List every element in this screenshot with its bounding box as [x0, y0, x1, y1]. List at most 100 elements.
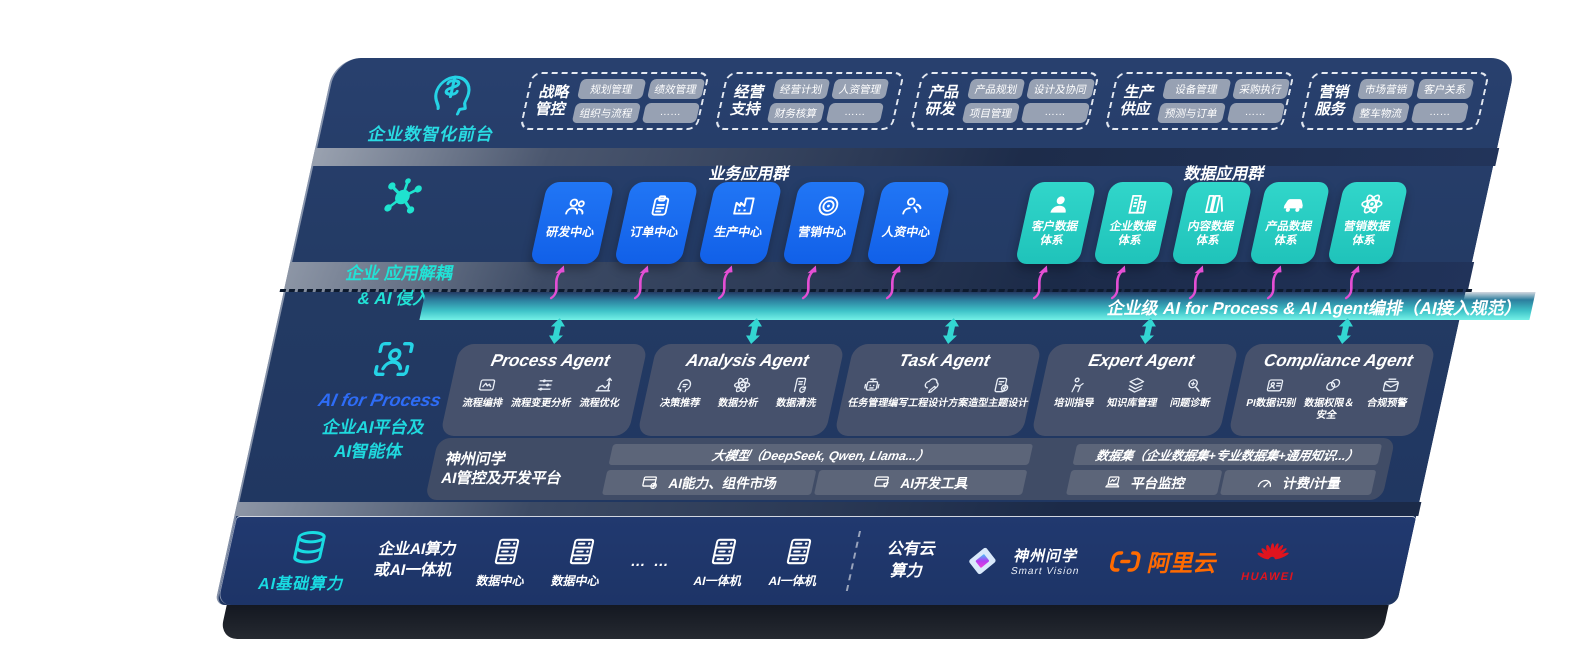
marketing-atom-icon: [1356, 191, 1388, 217]
tile-label: 人资中心: [880, 225, 932, 239]
cell-label: AI开发工具: [899, 476, 970, 491]
product-car-icon: [1278, 191, 1310, 217]
server-icon: [704, 534, 745, 569]
training-icon: [1066, 375, 1090, 395]
infra-label: AI基础算力: [256, 576, 347, 593]
group-strategy: 战略 管控 规划管理 绩效管理 组织与流程 ……: [519, 72, 710, 130]
tile-hr-center: 人资中心: [865, 182, 951, 264]
server-label: 数据中心: [475, 573, 527, 588]
billing-gauge-icon: [1253, 473, 1276, 492]
huawei-name: HUAWEI: [1239, 570, 1296, 583]
agent-item-label: 培训指导: [1052, 398, 1096, 409]
tile-label: 生产中心: [712, 225, 764, 239]
group-title: 营销 服务: [1313, 83, 1352, 118]
devtools-cell: AI开发工具: [813, 469, 1028, 495]
smart-vision-sub: Smart Vision: [1009, 566, 1081, 577]
capability-chip: 项目管理: [961, 103, 1021, 123]
agent-item-label: 流程变更分析: [509, 398, 573, 409]
ai-appliance-unit: AI一体机: [767, 534, 827, 589]
double-arrow-icon: [940, 318, 962, 344]
tile-label: 研发中心: [544, 225, 596, 239]
alicloud-bracket-icon: [1106, 549, 1145, 574]
server-label: 数据中心: [550, 573, 602, 588]
capability-chip: 采购执行: [1231, 79, 1290, 99]
order-clipboard-icon: [644, 193, 676, 219]
group-title: 生产 供应: [1118, 83, 1157, 118]
appliance-label: AI一体机: [767, 573, 819, 588]
optimize-chart-icon: [591, 375, 615, 395]
pi-idcard-icon: [1263, 375, 1287, 395]
layer-edge: [234, 502, 1422, 516]
agent-item-label: PI数据识别: [1245, 398, 1297, 409]
agent-item-label: 数据权限＆ 安全: [1302, 398, 1356, 421]
double-arrow-icon: [546, 318, 568, 344]
analysis-atom-icon: [730, 375, 754, 395]
ai-platform-box: 神州问学 AI管控及开发平台 大模型（DeepSeek, Qwen, Llama…: [424, 438, 1396, 500]
compliance-agent-box: Compliance Agent PI数据识别 数据权限＆ 安全 合规预警: [1227, 344, 1437, 436]
capability-chip: 客户关系: [1415, 79, 1475, 99]
agent-title: Analysis Agent: [684, 351, 811, 370]
monitor-cell: 平台监控: [1066, 469, 1223, 495]
tile-marketing-data: 营销数据 体系: [1326, 182, 1409, 264]
front-office-label: 企业数智化前台: [366, 125, 497, 144]
team-icon: [560, 193, 592, 219]
permission-rings-icon: [1321, 375, 1345, 395]
task-agent-box: Task Agent 任务管理 编写工程设计方案 造型主题设计: [833, 344, 1043, 436]
ai-appliance-unit: AI一体机: [692, 534, 752, 589]
agent-title: Expert Agent: [1086, 351, 1197, 370]
capability-chip: ……: [1226, 103, 1285, 123]
agent-item-label: 流程编排: [461, 398, 504, 409]
expert-agent-box: Expert Agent 培训指导 知识库管理 问题诊断: [1030, 344, 1240, 436]
cell-label: 平台监控: [1129, 476, 1187, 491]
capability-chip: 整车物流: [1351, 103, 1411, 123]
monitor-laptop-icon: [1101, 473, 1124, 492]
compute-database-icon: [282, 528, 337, 568]
ai-for-process-label: AI for Process: [316, 390, 444, 410]
capability-chip: 产品规划: [966, 79, 1026, 99]
factory-icon: [728, 193, 760, 219]
capability-chip: 财务核算: [766, 103, 826, 123]
target-icon: [812, 193, 844, 219]
capability-chip: 组织与流程: [571, 103, 641, 123]
flow-arrow-icon: [1106, 264, 1136, 300]
agent-title: Compliance Agent: [1262, 351, 1415, 370]
tile-label: 企业数据 体系: [1108, 221, 1158, 248]
agent-item-label: 数据清洗: [774, 398, 818, 409]
capability-chip: ……: [825, 103, 885, 123]
datacenter-unit: 数据中心: [550, 534, 610, 589]
server-icon: [562, 534, 603, 569]
main-panel: 企业数智化前台 企业 应用解耦 & AI 侵入 AI for Process 企…: [214, 58, 1536, 639]
tile-label: 订单中心: [628, 225, 680, 239]
flow-arrow-icon: [544, 264, 574, 300]
base-shadow: [219, 605, 1389, 639]
enterprise-compute-text: 企业AI算力 或AI一体机: [372, 541, 459, 579]
analysis-agent-box: Analysis Agent 决策推荐 数据分析 数据清洗: [636, 344, 846, 436]
tile-enterprise-data: 企业数据 体系: [1092, 182, 1175, 264]
business-flow-arrows: [522, 264, 933, 300]
tile-customer-data: 客户数据 体系: [1014, 182, 1097, 264]
agent-item-label: 问题诊断: [1168, 398, 1212, 409]
model-group: 大模型（DeepSeek, Qwen, Llama...） AI能力、组件市场 …: [602, 443, 1034, 495]
data-flow-arrows: [1007, 264, 1391, 300]
flow-arrow-icon: [1028, 264, 1058, 300]
tile-rd-center: 研发中心: [529, 182, 615, 264]
customer-icon: [1044, 191, 1076, 217]
tile-production-center: 生产中心: [697, 182, 783, 264]
dataset-bar: 数据集（企业数据集+专业数据集+通用知识...）: [1073, 443, 1383, 465]
flow-arrow-icon: [1262, 264, 1292, 300]
huawei-flower-icon: [1251, 540, 1294, 570]
agent-item-label: 流程优化: [578, 398, 621, 409]
devtools-window-icon: [871, 473, 894, 492]
front-office-groups: 战略 管控 规划管理 绩效管理 组织与流程 …… 经营 支持 经营计划 人资管理…: [519, 72, 1490, 130]
capability-chip: 预测与订单: [1156, 103, 1226, 123]
tile-label: 内容数据 体系: [1186, 221, 1236, 248]
agent-item-label: 造型主题设计: [966, 398, 1030, 409]
infrastructure-band: AI基础算力 企业AI算力 或AI一体机 数据中心 数据中心 … … AI一体机…: [216, 516, 1417, 605]
data-group-title: 数据应用群: [1182, 166, 1267, 183]
agent-item-label: 编写工程设计方案: [886, 398, 970, 409]
process-agent-box: Process Agent 流程编排 流程变更分析 流程优化: [439, 344, 649, 436]
agent-title: Process Agent: [489, 351, 612, 370]
public-cloud-label: 公有云 算力: [885, 540, 938, 580]
tile-label: 营销中心: [796, 225, 848, 239]
